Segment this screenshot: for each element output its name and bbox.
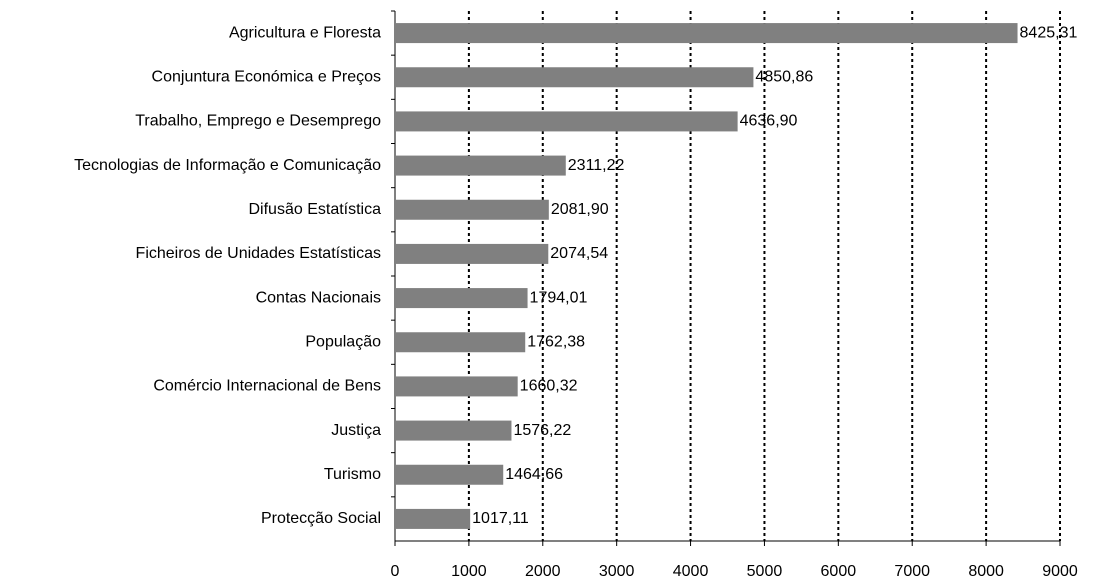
x-tick-label: 5000 [747,563,783,579]
x-tick-label: 3000 [599,563,635,579]
y-tick-label: Protecção Social [261,510,381,527]
bar [395,23,1018,44]
y-tick-label: Ficheiros de Unidades Estatísticas [136,245,381,262]
value-label: 1576,22 [513,422,571,439]
y-tick-label: Difusão Estatística [249,201,382,218]
y-tick-label: Trabalho, Emprego e Desemprego [135,113,381,130]
bar [395,508,471,529]
y-tick-label: Contas Nacionais [256,289,381,306]
y-tick-label: Tecnologias de Informação e Comunicação [74,157,381,174]
x-tick-label: 4000 [673,563,709,579]
bar [395,155,566,176]
bar [395,288,528,309]
bar [395,199,549,220]
value-label: 1660,32 [520,378,578,395]
y-tick-label: Justiça [331,422,381,439]
bar [395,464,504,485]
bar [395,243,549,264]
x-tick-label: 0 [391,563,400,579]
bar [395,67,754,88]
y-tick-label: Agricultura e Floresta [229,24,381,41]
value-label: 1794,01 [530,289,588,306]
x-tick-label: 2000 [525,563,561,579]
bar [395,376,518,397]
value-label: 1017,11 [472,510,529,527]
value-label: 4850,86 [755,68,813,85]
bar [395,111,738,132]
y-tick-label: Conjuntura Económica e Preços [152,68,381,85]
value-label: 2311,22 [568,157,625,174]
x-tick-label: 6000 [821,563,857,579]
x-tick-label: 1000 [451,563,487,579]
value-label: 4636,90 [740,113,798,130]
value-label: 1464,66 [505,466,563,483]
y-tick-label: Turismo [324,466,381,483]
x-tick-label: 8000 [968,563,1004,579]
value-label: 2074,54 [550,245,608,262]
x-tick-label: 7000 [894,563,930,579]
value-label: 8425,31 [1020,24,1078,41]
x-tick-label: 9000 [1042,563,1078,579]
value-label: 2081,90 [551,201,609,218]
y-tick-label: População [305,333,381,350]
value-label: 1762,38 [527,333,585,350]
bar [395,332,526,353]
y-tick-label: Comércio Internacional de Bens [153,378,381,395]
bar [395,420,512,441]
